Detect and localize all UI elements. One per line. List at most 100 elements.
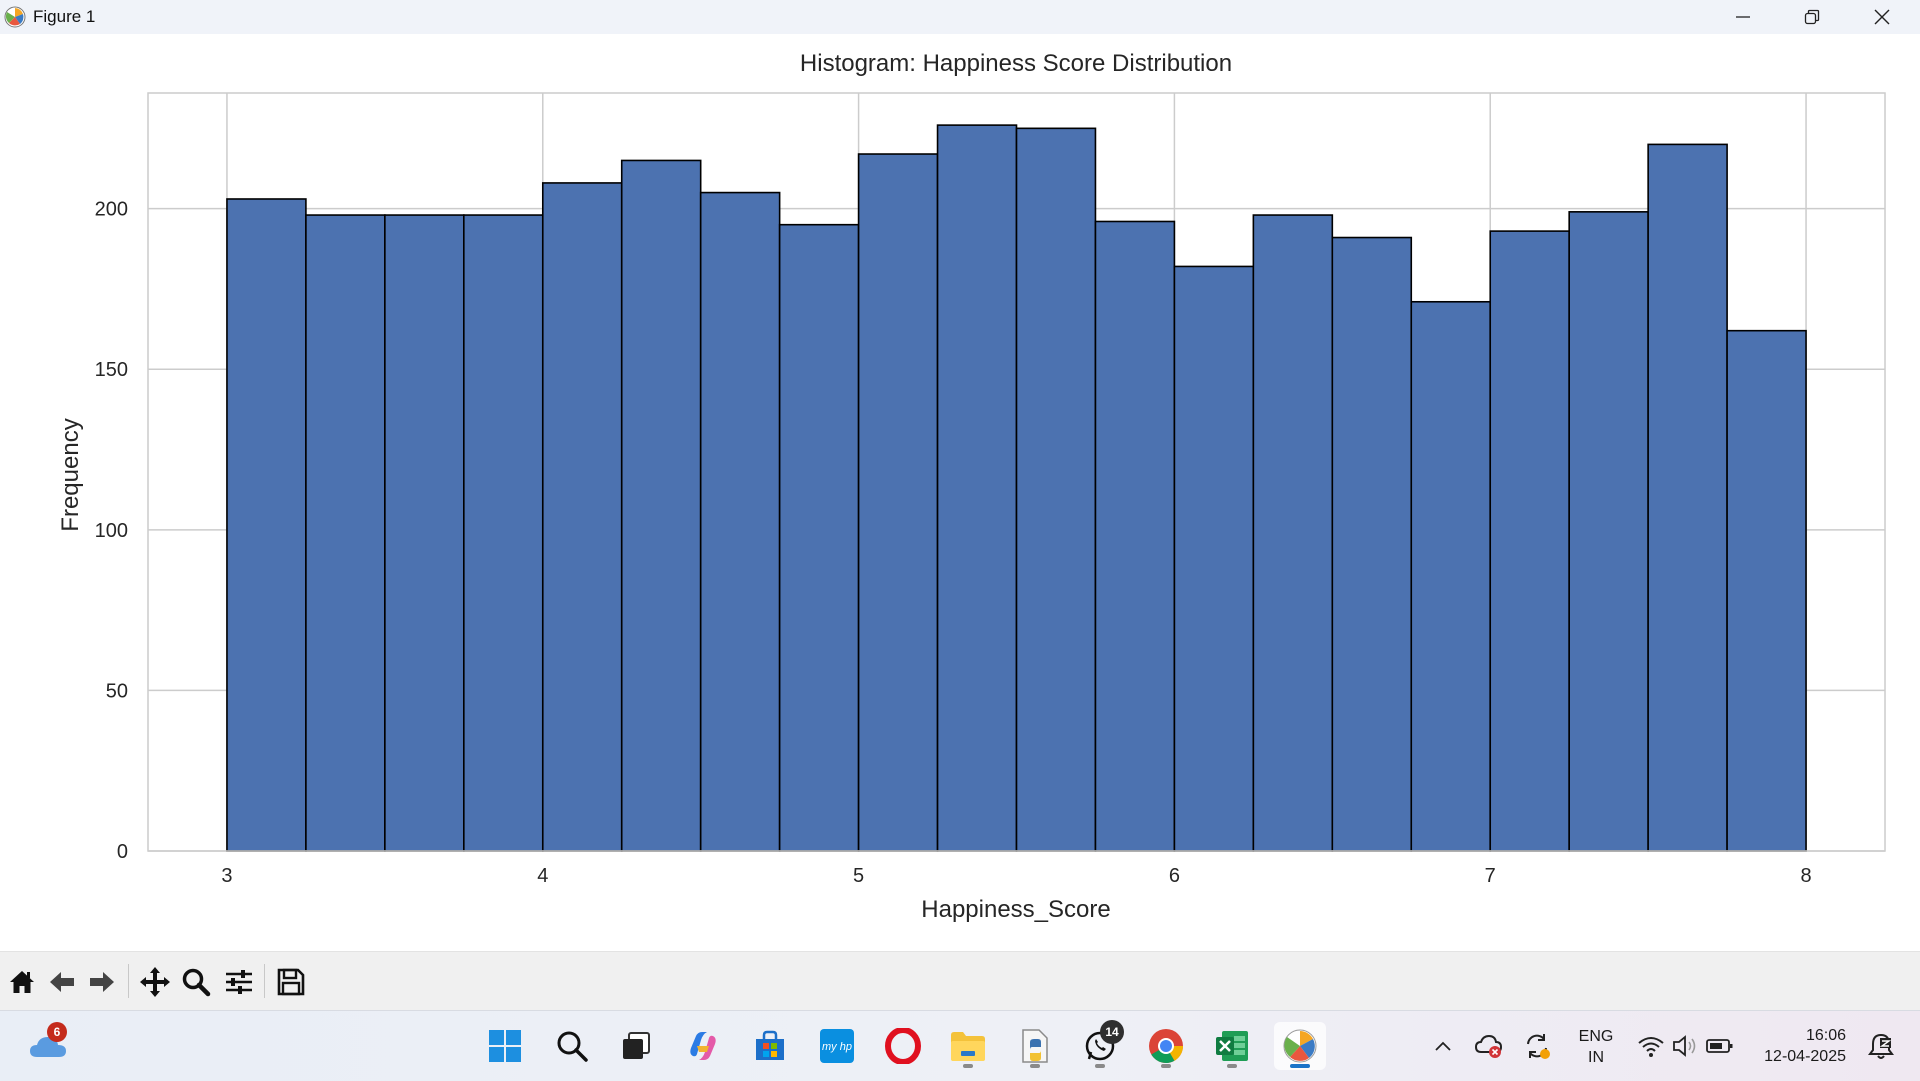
clock-date: 12-04-2025: [1764, 1048, 1846, 1065]
histogram-bar: [1647, 143, 1728, 852]
clock[interactable]: 16:06 12-04-2025: [1752, 1023, 1846, 1069]
chart-title: Histogram: Happiness Score Distribution: [800, 50, 1232, 77]
windows-start-icon: [489, 1030, 521, 1062]
taskbar-copilot[interactable]: [679, 1022, 727, 1070]
volume-icon: [1673, 1035, 1696, 1057]
y-tick-label: 100: [95, 520, 128, 542]
histogram-bar: [1173, 265, 1255, 852]
back-button[interactable]: [44, 964, 80, 1000]
close-icon: [1874, 9, 1890, 25]
weather-widget[interactable]: 6: [24, 1022, 72, 1070]
taskbar-file-explorer[interactable]: [944, 1022, 992, 1070]
myhp-icon: my hp: [820, 1029, 854, 1063]
histogram-chart: 3 4 5 6 7 8 0 50 100 150 200 Histogram: Happiness …: [57, 50, 1886, 923]
taskbar-chrome[interactable]: [1142, 1022, 1190, 1070]
active-indicator: [1290, 1064, 1310, 1068]
toolbar-separator: [264, 964, 265, 998]
running-indicator: [963, 1064, 973, 1068]
start-button[interactable]: [481, 1022, 529, 1070]
zoom-button[interactable]: [178, 964, 214, 1000]
histogram-bar: [384, 214, 465, 852]
histogram-bar: [1726, 329, 1807, 852]
taskbar-opera[interactable]: [879, 1022, 927, 1070]
x-tick-label: 4: [537, 865, 548, 887]
notification-center-button[interactable]: [1864, 1031, 1898, 1061]
sync-icon: [1527, 1034, 1550, 1059]
window-title: Figure 1: [33, 7, 96, 26]
x-tick-label: 3: [221, 865, 232, 887]
cloud-icon: [30, 1037, 66, 1057]
home-icon: [10, 971, 34, 993]
running-indicator: [1227, 1064, 1237, 1068]
wifi-icon: [1638, 1037, 1664, 1057]
copilot-icon: [690, 1032, 716, 1060]
onedrive-status[interactable]: [1474, 1031, 1504, 1061]
minimize-button[interactable]: [1709, 0, 1777, 34]
matplotlib-app-icon: [4, 6, 26, 28]
battery-icon: [1706, 1039, 1733, 1053]
quick-settings-button[interactable]: [1636, 1031, 1736, 1061]
window-title-bar: Figure 1: [0, 0, 1920, 34]
histogram-bar: [936, 124, 1018, 852]
histogram-bar: [857, 153, 939, 852]
y-tick-label: 0: [117, 841, 128, 863]
histogram-bar: [1410, 300, 1492, 852]
taskbar-excel[interactable]: [1208, 1022, 1256, 1070]
close-button[interactable]: [1848, 0, 1916, 34]
task-view-button[interactable]: [612, 1022, 660, 1070]
histogram-bar: [1252, 214, 1334, 852]
clock-time: 16:06: [1805, 1027, 1846, 1044]
histogram-bar: [620, 159, 702, 852]
forward-button[interactable]: [84, 964, 120, 1000]
x-tick-label: 5: [853, 865, 864, 887]
histogram-bar: [1568, 211, 1649, 852]
histogram-bar: [1094, 220, 1176, 852]
y-tick-label: 50: [106, 680, 128, 702]
minimize-icon: [1736, 16, 1750, 18]
onedrive-error-icon: [1474, 1034, 1503, 1058]
taskbar-myhp[interactable]: my hp: [813, 1022, 861, 1070]
x-axis-label: Happiness_Score: [921, 896, 1110, 923]
show-hidden-icons-button[interactable]: [1430, 1033, 1456, 1059]
chevron-up-icon: [1435, 1041, 1451, 1051]
taskbar-search-button[interactable]: [548, 1022, 596, 1070]
y-tick-label: 200: [95, 199, 128, 221]
restore-icon: [1804, 9, 1820, 25]
language-secondary: IN: [1588, 1049, 1604, 1066]
x-tick-label: 7: [1485, 865, 1496, 887]
x-tick-label: 8: [1800, 865, 1811, 887]
whatsapp-badge: 14: [1100, 1020, 1124, 1044]
configure-subplots-button[interactable]: [221, 964, 257, 1000]
save-button[interactable]: [273, 964, 309, 1000]
task-view-icon: [623, 1032, 650, 1059]
taskbar-python[interactable]: [1011, 1022, 1059, 1070]
histogram-bar: [1015, 127, 1097, 852]
running-indicator: [1030, 1064, 1040, 1068]
running-indicator: [1095, 1064, 1105, 1068]
chrome-icon: [1149, 1029, 1183, 1063]
pan-button[interactable]: [137, 964, 173, 1000]
python-file-icon: [1022, 1029, 1048, 1063]
language-indicator[interactable]: ENG IN: [1570, 1025, 1622, 1069]
language-primary: ENG: [1578, 1028, 1614, 1045]
forward-icon: [90, 972, 114, 992]
histogram-bar: [699, 191, 781, 852]
back-icon: [50, 972, 74, 992]
matplotlib-icon: [1283, 1029, 1317, 1063]
excel-icon: [1216, 1031, 1248, 1061]
axes-frame: [147, 92, 1886, 852]
sync-status[interactable]: [1523, 1031, 1553, 1061]
taskbar-figure-window[interactable]: [1274, 1022, 1326, 1070]
search-icon: [557, 1031, 588, 1062]
restore-button[interactable]: [1778, 0, 1846, 34]
histogram-bar: [226, 198, 307, 852]
taskbar-whatsapp[interactable]: 14: [1076, 1020, 1124, 1070]
notification-bell-icon: [1868, 1033, 1894, 1059]
home-button[interactable]: [4, 964, 40, 1000]
taskbar-microsoft-store[interactable]: [746, 1022, 794, 1070]
y-tick-label: 150: [95, 359, 128, 381]
navigation-toolbar: [0, 951, 1920, 1011]
figure-canvas[interactable]: 3 4 5 6 7 8 0 50 100 150 200 Histogram: Happiness …: [0, 34, 1920, 951]
svg-text:my hp: my hp: [822, 1041, 852, 1053]
pan-icon: [140, 967, 170, 997]
